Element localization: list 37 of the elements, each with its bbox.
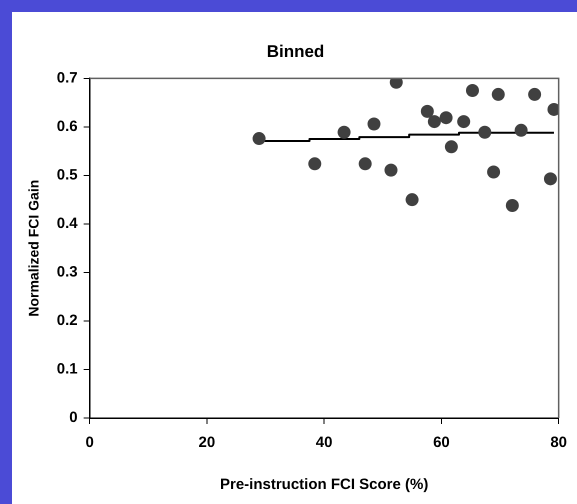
point <box>506 199 519 212</box>
point <box>384 164 398 177</box>
y-tick-label: 0.2 <box>56 312 78 330</box>
point <box>440 111 453 124</box>
point <box>457 115 470 128</box>
y-tick-label: 0.6 <box>56 118 78 136</box>
x-tick-label: 40 <box>316 434 332 452</box>
point <box>338 126 351 139</box>
point <box>252 132 266 146</box>
x-tick-label: 80 <box>550 434 567 452</box>
y-tick-label: 0.4 <box>56 215 78 232</box>
y-tick-label: 0.1 <box>56 360 78 378</box>
y-axis-title: Normalized FCI Gain <box>25 180 42 317</box>
x-axis-title: Pre-instruction FCI Score (%) <box>220 476 428 494</box>
point <box>544 172 557 186</box>
y-tick-label: 0 <box>69 409 78 426</box>
point <box>492 88 505 101</box>
chart-title: Binned <box>266 42 324 61</box>
point <box>528 88 542 101</box>
point <box>428 115 441 128</box>
point <box>308 157 322 170</box>
point <box>547 102 559 116</box>
y-tick-label: 0.5 <box>56 166 78 184</box>
point <box>358 157 372 170</box>
point <box>466 84 479 98</box>
point <box>478 126 492 139</box>
point <box>367 118 380 131</box>
y-tick-label: 0.3 <box>56 264 78 281</box>
x-tick-label: 20 <box>198 434 216 452</box>
x-tick-label: 60 <box>433 434 450 452</box>
x-tick-label: 0 <box>85 434 94 452</box>
y-tick-label: 0.7 <box>56 70 78 87</box>
point <box>487 166 500 179</box>
point <box>420 104 434 118</box>
point <box>444 140 458 154</box>
point <box>514 124 528 137</box>
point <box>406 193 419 206</box>
